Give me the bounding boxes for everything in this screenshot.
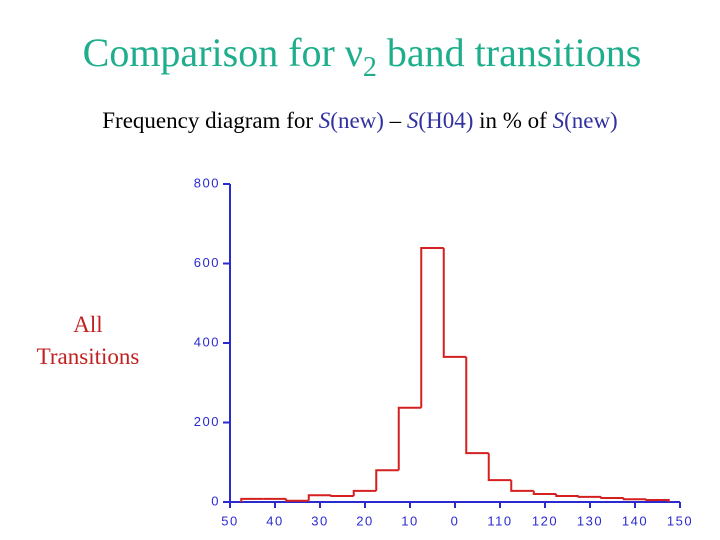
x-tick-label: 120 bbox=[532, 513, 558, 528]
histogram-step bbox=[307, 494, 332, 501]
side-label: Transitions bbox=[37, 344, 140, 369]
title-text: Comparison for bbox=[83, 30, 345, 75]
x-tick-label: 10 bbox=[401, 513, 418, 528]
histogram-step bbox=[577, 495, 602, 498]
y-tick-label: 0 bbox=[211, 493, 220, 508]
x-tick-label: 110 bbox=[487, 513, 512, 528]
histogram-step bbox=[285, 498, 309, 502]
histogram-step bbox=[555, 494, 579, 498]
subtitle-symbol: S bbox=[319, 108, 331, 133]
histogram-step bbox=[622, 498, 647, 501]
histogram-step bbox=[397, 406, 422, 471]
histogram-step bbox=[240, 497, 264, 502]
x-tick-label: 130 bbox=[577, 513, 603, 528]
x-tick-label: 40 bbox=[266, 513, 283, 528]
histogram-step bbox=[442, 247, 467, 358]
histogram-step bbox=[330, 495, 354, 498]
subtitle-text: (new) bbox=[564, 108, 618, 133]
histogram-step bbox=[600, 496, 624, 500]
histogram-step bbox=[645, 499, 670, 502]
x-tick-label: 30 bbox=[311, 513, 328, 528]
histogram-step bbox=[532, 490, 557, 496]
x-tick-label: 0 bbox=[451, 513, 460, 528]
subtitle-text: (H04) bbox=[418, 108, 473, 133]
histogram-step bbox=[375, 469, 399, 491]
subtitle-symbol: S bbox=[407, 108, 419, 133]
subtitle: Frequency diagram for S(new) – S(H04) in… bbox=[102, 108, 617, 133]
title-text: band transitions bbox=[377, 30, 641, 75]
y-tick-label: 600 bbox=[194, 255, 220, 270]
x-tick-label: 150 bbox=[667, 513, 693, 528]
x-tick-label: 20 bbox=[356, 513, 373, 528]
subtitle-text: in % of bbox=[473, 108, 552, 133]
subtitle-text: – bbox=[384, 108, 407, 133]
y-tick-label: 800 bbox=[194, 175, 220, 190]
subtitle-text: (new) bbox=[330, 108, 384, 133]
side-label: All bbox=[73, 312, 102, 337]
histogram-step bbox=[510, 480, 534, 492]
histogram-step bbox=[487, 453, 512, 482]
subtitle-text: Frequency diagram for bbox=[102, 108, 319, 133]
y-tick-label: 400 bbox=[194, 334, 220, 349]
x-tick-label: 50 bbox=[221, 513, 238, 528]
title: Comparison for ν2 band transitions bbox=[83, 30, 642, 83]
subtitle-symbol: S bbox=[553, 108, 565, 133]
y-tick-label: 200 bbox=[194, 414, 220, 429]
title-symbol: ν bbox=[345, 30, 363, 75]
histogram-step bbox=[465, 356, 489, 455]
title-subscript: 2 bbox=[363, 52, 377, 83]
histogram-step bbox=[352, 489, 377, 497]
histogram-step bbox=[420, 246, 444, 408]
x-tick-label: 140 bbox=[622, 513, 648, 528]
